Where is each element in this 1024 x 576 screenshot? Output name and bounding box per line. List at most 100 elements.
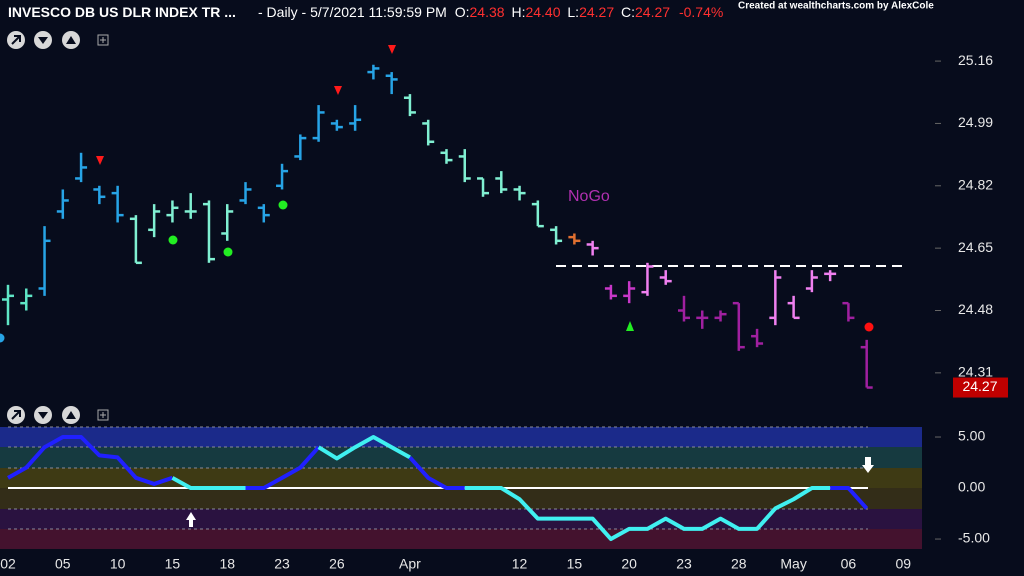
ohlc-bar (257, 204, 270, 223)
sell-signal (334, 86, 342, 95)
x-tick-label: 12 (512, 556, 528, 572)
ohlc-bar (276, 163, 289, 190)
x-tick-label: May (780, 556, 806, 572)
icon (38, 412, 48, 419)
ohlc-bar (20, 288, 33, 311)
ohlc-bar (751, 328, 764, 348)
ohlc-bar (805, 270, 818, 293)
value: 24.27 (579, 4, 614, 20)
y-tick-label: 24.65 (958, 239, 993, 255)
buy-signal (626, 321, 634, 331)
ohlc-bar (349, 105, 362, 131)
ohlc-bar (75, 152, 88, 183)
y-tick-label: 24.82 (958, 176, 993, 192)
ohlc-bar (38, 226, 51, 296)
ohlc-bar (787, 295, 800, 320)
ohlc-bar (184, 193, 197, 219)
label: O: (455, 4, 470, 20)
ohlc-bar (239, 182, 252, 205)
ohlc-bar (604, 284, 617, 300)
y-tick-label: 24.48 (958, 301, 993, 317)
ohlc-bar (403, 94, 416, 117)
x-tick-label: Apr (399, 556, 421, 572)
ohlc-bar (495, 171, 508, 194)
y-tick-label: 24.31 (958, 364, 993, 380)
ohlc-bar (659, 270, 672, 285)
ohlc-bar (56, 189, 69, 219)
nogo-dot (864, 322, 874, 332)
ohlc-bar (824, 270, 837, 282)
y-tick-label: 5.00 (958, 428, 985, 444)
icon (11, 35, 21, 45)
oscillator-zones (0, 426, 922, 549)
ohlc-bar (312, 105, 325, 142)
zone (0, 529, 922, 549)
down-arrow (862, 457, 874, 473)
x-tick-label: 10 (110, 556, 126, 572)
zone (0, 488, 922, 509)
button[interactable] (97, 409, 109, 421)
ohlc-bar (568, 233, 581, 245)
zone (0, 509, 922, 529)
icon (100, 37, 106, 43)
ohlc-bar (330, 119, 343, 131)
sell-signal (388, 45, 396, 54)
header: INVESCO DB US DLR INDEX TR ... - Daily -… (8, 4, 723, 20)
x-tick-label: 26 (329, 556, 345, 572)
credit: Created at wealthcharts.com by AlexCole (738, 1, 934, 12)
ohlc-bar (586, 240, 599, 256)
x-tick-label: 05 (55, 556, 71, 572)
ohlc-bar (531, 200, 544, 228)
x-tick-label: 09 (895, 556, 911, 572)
toolbar[interactable] (7, 406, 109, 424)
oscillator-line (830, 486, 869, 510)
x-tick-label: 28 (731, 556, 747, 572)
ohlc-bar (294, 134, 307, 161)
y-tick-label: 24.99 (958, 114, 993, 130)
oscillator-line (245, 445, 321, 491)
icon (66, 36, 76, 44)
y-tick-label: 25.16 (958, 52, 993, 68)
value: 24.40 (525, 4, 560, 20)
x-tick-label: 20 (621, 556, 637, 572)
ohlc-bar (367, 64, 380, 80)
y-tick-label: -5.00 (958, 530, 990, 546)
ohlc-bar (842, 301, 855, 322)
info: - Daily - 5/7/2021 11:59:59 PM (258, 4, 447, 20)
ohlc-bar (202, 200, 215, 263)
icon (100, 412, 106, 418)
x-tick-label: 23 (274, 556, 290, 572)
icon (11, 410, 21, 420)
value: 24.38 (470, 4, 505, 20)
ohlc-bar (860, 339, 873, 389)
button[interactable] (97, 34, 109, 46)
ohlc-bar (714, 310, 727, 322)
ohlc-bar (458, 149, 471, 183)
ohlc-bar (111, 185, 124, 223)
icon (66, 411, 76, 419)
ohlc-bar (696, 310, 709, 329)
ohlc-bar (732, 301, 745, 351)
go-dot (278, 200, 288, 210)
ohlc-bar (440, 149, 453, 164)
ohlc-bar (513, 185, 526, 201)
oscillator-line (464, 486, 831, 542)
ohlc-bar (550, 226, 563, 245)
x-tick-label: 06 (841, 556, 857, 572)
annotation: NoGo (568, 188, 610, 205)
ohlc-bar (93, 185, 106, 205)
ohlc-bar (385, 72, 398, 95)
oscillator-line (171, 476, 246, 491)
ohlc-bar (166, 200, 179, 223)
x-tick-label: 15 (567, 556, 583, 572)
last-price-box (953, 377, 1008, 398)
toolbar[interactable] (7, 31, 109, 49)
label: L: (567, 4, 579, 20)
up-arrow (186, 512, 196, 527)
oscillator-line (317, 435, 411, 461)
go-dot (223, 247, 233, 257)
ohlc-bar (129, 215, 142, 265)
label: C: (621, 4, 635, 20)
y-tick-label: 0.00 (958, 479, 985, 495)
